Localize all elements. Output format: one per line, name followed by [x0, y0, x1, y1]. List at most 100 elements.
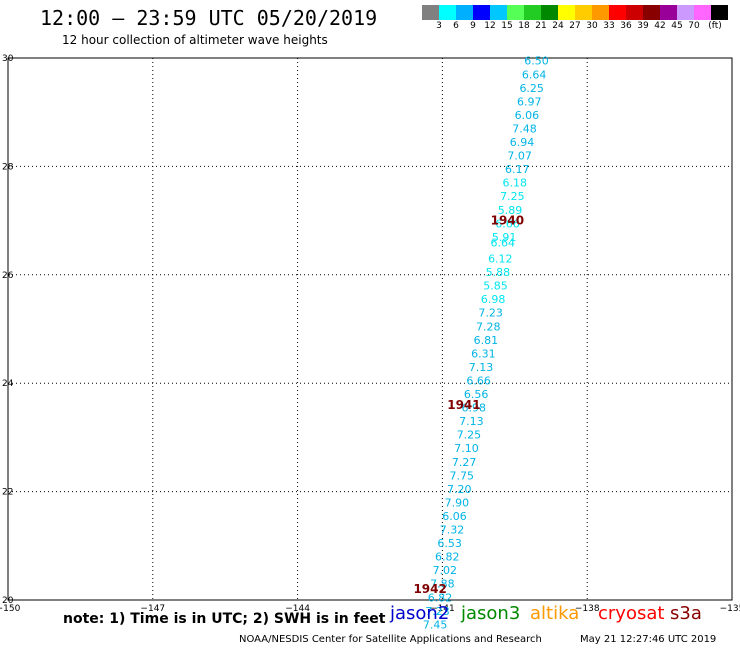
wave-height-value: 7.27 [452, 456, 477, 469]
wave-height-value: 6.06 [515, 109, 540, 122]
satellite-label-jason2: jason2 [390, 603, 450, 624]
wave-height-value: 7.23 [478, 307, 503, 320]
legend-label: 33 [603, 21, 615, 31]
legend-swatch [422, 5, 439, 20]
legend-swatch [643, 5, 660, 20]
wave-height-value: 6.66 [466, 374, 491, 387]
legend-label: 3 [436, 21, 442, 31]
wave-height-value: 6.17 [505, 163, 530, 176]
legend-label: 21 [535, 21, 547, 31]
wave-height-value: 7.13 [469, 361, 494, 374]
legend-swatch [541, 5, 558, 20]
wave-height-value: 6.31 [471, 347, 496, 360]
wave-height-value: 7.10 [454, 442, 479, 455]
wave-height-value: 6.50 [524, 55, 549, 68]
legend-label: 15 [501, 21, 513, 31]
legend-swatch [490, 5, 507, 20]
legend-label: 70 [688, 21, 700, 31]
map-frame [7, 57, 733, 601]
pass-time-label: 1942 [413, 582, 446, 596]
note-text: note: 1) Time is in UTC; 2) SWH is in fe… [63, 611, 386, 627]
legend-swatch [507, 5, 524, 20]
legend-label: 30 [586, 21, 598, 31]
legend-swatch [677, 5, 694, 20]
legend-swatch [439, 5, 456, 20]
legend-label: 12 [484, 21, 496, 31]
color-legend [422, 5, 728, 20]
legend-label: 45 [671, 21, 683, 31]
legend-swatch [558, 5, 575, 20]
legend-swatch [609, 5, 626, 20]
legend-swatch [694, 5, 711, 20]
wave-height-value: 7.25 [500, 190, 525, 203]
map-subtitle: 12 hour collection of altimeter wave hei… [62, 33, 328, 47]
legend-swatch [592, 5, 609, 20]
x-tick-label: −141 [430, 604, 455, 614]
satellite-label-cryosat: cryosat [598, 603, 665, 624]
x-tick-label: −147 [140, 604, 165, 614]
wave-height-value: 6.98 [462, 402, 487, 415]
wave-height-value: 6.94 [510, 136, 535, 149]
satellite-label-jason3: jason3 [461, 603, 521, 624]
wave-height-value: 7.45 [423, 618, 448, 631]
legend-label: 36 [620, 21, 632, 31]
satellite-label-s3a: s3a [670, 603, 702, 624]
wave-height-value: 6.53 [437, 537, 462, 550]
wave-height-value: 7.90 [445, 496, 470, 509]
wave-height-value: 7.02 [433, 564, 458, 577]
wave-height-value: 6.82 [435, 551, 460, 564]
wave-height-value: 6.81 [474, 334, 499, 347]
wave-height-value: 7.25 [457, 429, 482, 442]
y-tick-label: 20 [2, 596, 14, 606]
wave-height-value: 7.13 [459, 415, 484, 428]
satellite-label-altika: altika [530, 603, 580, 624]
legend-swatch [626, 5, 643, 20]
wave-height-value: 5.91 [492, 231, 517, 244]
wave-height-value: 6.25 [519, 82, 544, 95]
y-tick-label: 24 [2, 379, 14, 389]
wave-height-value: 7.07 [507, 150, 532, 163]
wave-height-value: 5.89 [498, 204, 523, 217]
wave-height-value: 7.32 [440, 524, 465, 537]
y-tick-label: 30 [2, 54, 14, 64]
wave-height-value: 6.12 [488, 253, 513, 266]
legend-label: 39 [637, 21, 649, 31]
wave-height-value: 5.85 [483, 280, 508, 293]
y-tick-label: 22 [2, 488, 13, 498]
wave-height-value: 6.98 [481, 293, 506, 306]
legend-swatch [524, 5, 541, 20]
footer-source: NOAA/NESDIS Center for Satellite Applica… [239, 634, 542, 645]
y-tick-label: 28 [2, 162, 14, 172]
wave-height-value: 6.66 [495, 217, 520, 230]
legend-label: (ft) [708, 21, 722, 31]
wave-height-value: 6.06 [442, 510, 467, 523]
map-title: 12:00 – 23:59 UTC 05/20/2019 [40, 6, 378, 30]
legend-swatch [473, 5, 490, 20]
pass-time-label: 1941 [447, 398, 480, 412]
wave-height-value: 6.56 [464, 388, 489, 401]
wave-height-value: 6.82 [428, 591, 453, 604]
legend-label: 42 [654, 21, 666, 31]
pass-time-label: 1940 [491, 214, 524, 228]
x-tick-label: −135 [720, 604, 740, 614]
legend-swatch [660, 5, 677, 20]
wave-height-value: 6.64 [522, 68, 547, 81]
legend-label: 6 [453, 21, 459, 31]
legend-swatch [711, 5, 728, 20]
wave-height-value: 7.48 [512, 122, 537, 135]
x-tick-label: −150 [0, 604, 21, 614]
wave-height-value: 7.28 [476, 320, 501, 333]
wave-height-value: 7.20 [447, 483, 472, 496]
y-tick-label: 26 [2, 271, 14, 281]
legend-label: 27 [569, 21, 581, 31]
legend-label: 18 [518, 21, 530, 31]
wave-height-value: 5.88 [486, 266, 511, 279]
wave-height-value: 7.23 [425, 605, 450, 618]
legend-label: 9 [470, 21, 476, 31]
wave-height-value: 6.18 [503, 177, 528, 190]
wave-height-value: 6.64 [490, 236, 515, 249]
legend-swatch [575, 5, 592, 20]
x-tick-label: −144 [285, 604, 310, 614]
x-tick-label: −138 [575, 604, 600, 614]
footer-timestamp: May 21 12:27:46 UTC 2019 [580, 634, 717, 645]
